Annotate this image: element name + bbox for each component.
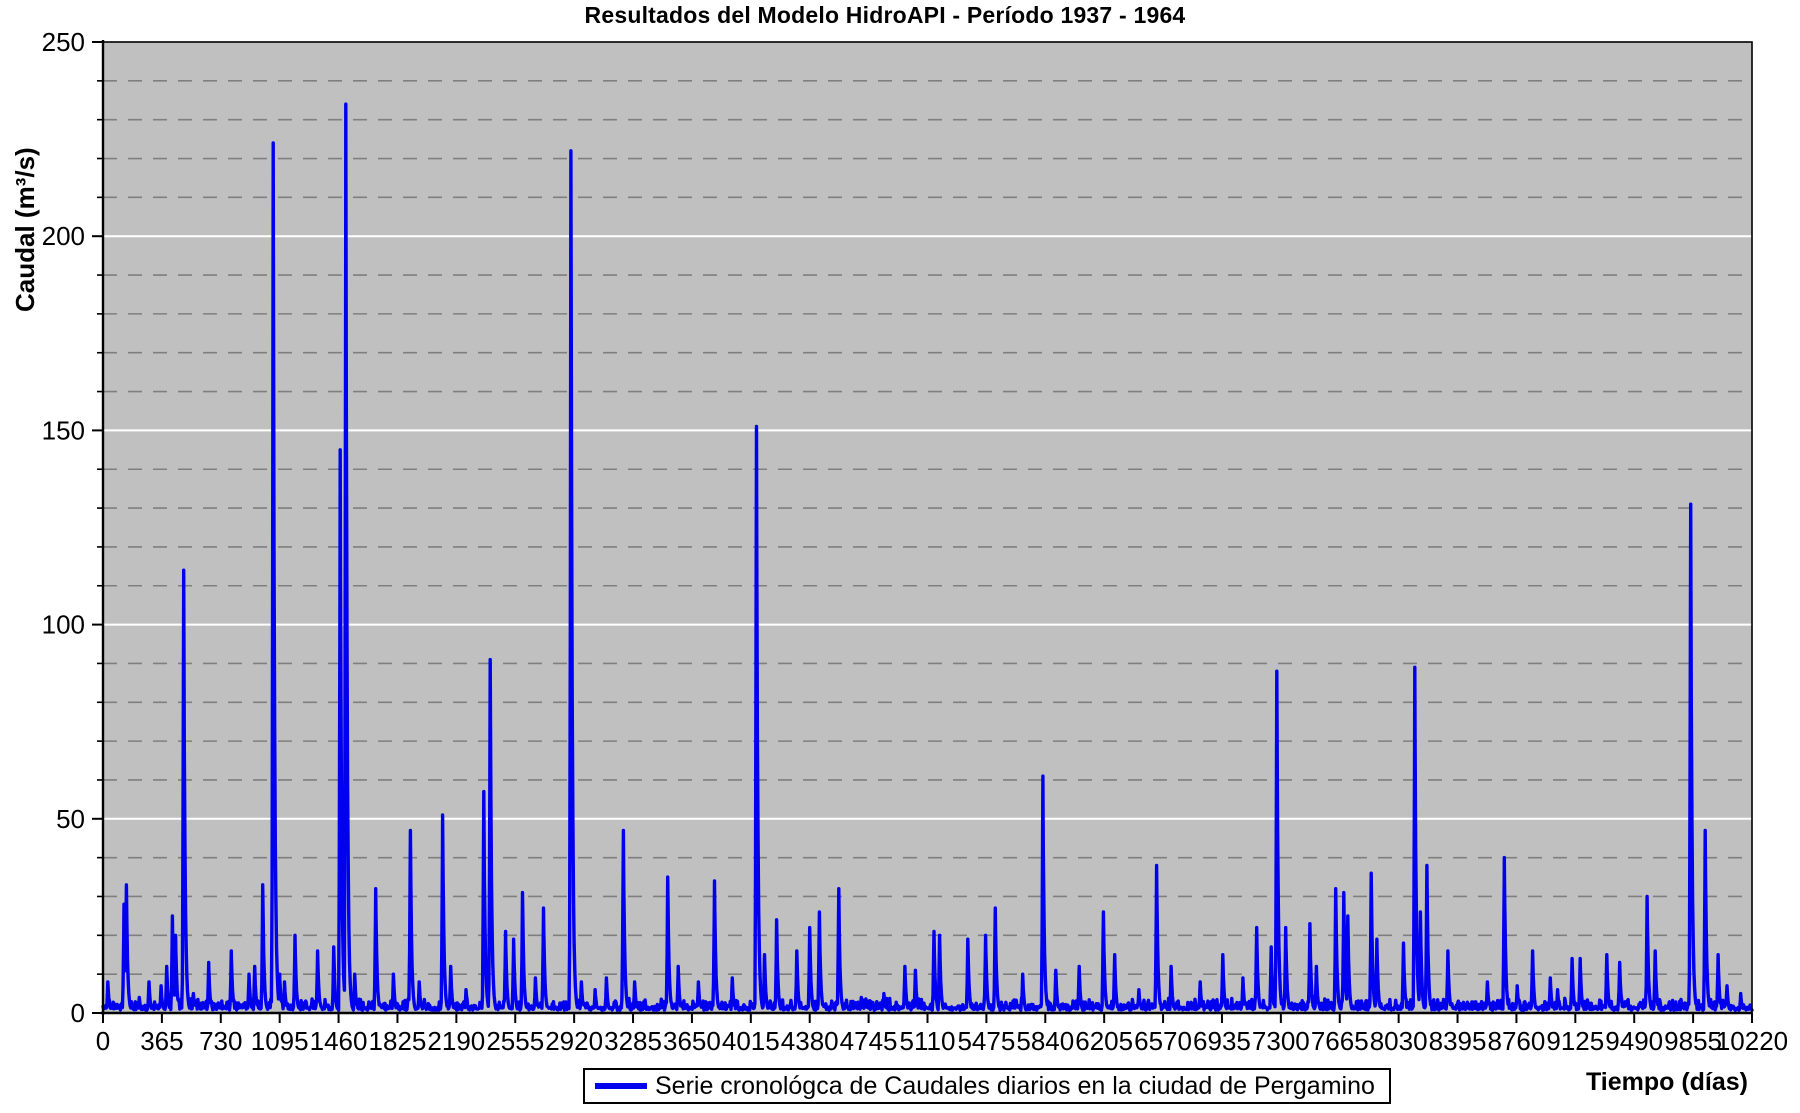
x-tick-label: 365 xyxy=(140,1026,183,1056)
x-tick-label: 5110 xyxy=(900,1026,956,1056)
x-tick-label: 2190 xyxy=(427,1026,485,1056)
x-tick-label: 8760 xyxy=(1488,1026,1546,1056)
x-tick-label: 3650 xyxy=(663,1026,721,1056)
legend-label: Serie cronológca de Caudales diarios en … xyxy=(655,1071,1375,1100)
y-tick-label: 150 xyxy=(42,415,85,445)
x-tick-label: 9855 xyxy=(1664,1026,1722,1056)
x-tick-label: 10220 xyxy=(1716,1026,1788,1056)
chart-title: Resultados del Modelo HidroAPI - Período… xyxy=(584,2,1186,28)
x-tick-label: 8395 xyxy=(1429,1026,1487,1056)
x-tick-label: 6205 xyxy=(1075,1026,1133,1056)
x-tick-label: 4380 xyxy=(781,1026,839,1056)
x-tick-label: 1460 xyxy=(310,1026,368,1056)
y-tick-label: 0 xyxy=(71,998,85,1028)
major-gridlines xyxy=(103,235,1752,820)
y-tick-label: 250 xyxy=(42,27,85,57)
x-tick-label: 7300 xyxy=(1252,1026,1310,1056)
x-tick-label: 4745 xyxy=(840,1026,898,1056)
legend: Serie cronológca de Caudales diarios en … xyxy=(583,1068,1391,1104)
y-tick-label: 200 xyxy=(42,221,85,251)
x-axis-title: Tiempo (días) xyxy=(1585,1068,1748,1096)
legend-line-marker xyxy=(595,1083,647,1089)
x-tick-label: 6570 xyxy=(1134,1026,1192,1056)
x-tick-label: 8030 xyxy=(1370,1026,1428,1056)
x-tick-label: 4015 xyxy=(722,1026,780,1056)
x-tick-label: 3285 xyxy=(604,1026,662,1056)
y-tick-label: 50 xyxy=(56,804,85,834)
x-tick-label: 2920 xyxy=(545,1026,603,1056)
data-series-line xyxy=(101,102,1754,1012)
axis-tick-labels: 0 50 100 150 200 250 0 365 730 1095 1460 1825 2190 25… xyxy=(42,27,1789,1056)
x-tick-label: 7665 xyxy=(1311,1026,1369,1056)
x-tick-label: 1825 xyxy=(369,1026,427,1056)
x-tick-label: 2555 xyxy=(486,1026,544,1056)
x-tick-label: 0 xyxy=(96,1026,110,1056)
x-tick-label: 5475 xyxy=(957,1026,1015,1056)
x-tick-label: 6935 xyxy=(1193,1026,1251,1056)
y-tick-label: 100 xyxy=(42,610,85,640)
x-tick-label: 9490 xyxy=(1605,1026,1663,1056)
y-axis-title: Caudal (m³/s) xyxy=(10,147,40,312)
x-tick-label: 9125 xyxy=(1546,1026,1604,1056)
plot-area xyxy=(103,42,1752,1013)
x-tick-label: 5840 xyxy=(1016,1026,1074,1056)
x-tick-label: 1095 xyxy=(251,1026,309,1056)
x-tick-label: 730 xyxy=(199,1026,242,1056)
axis-ticks xyxy=(92,41,1753,1023)
